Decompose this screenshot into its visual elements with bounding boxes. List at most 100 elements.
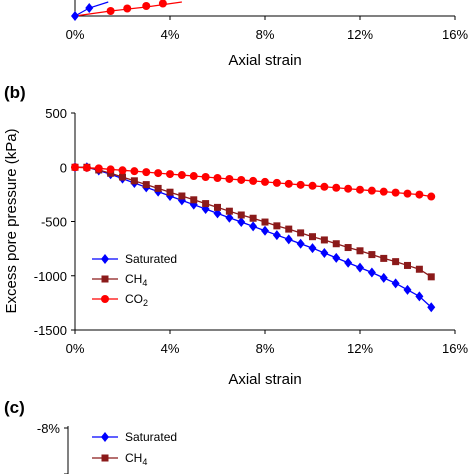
panel-b-x-tick-label: 0% (66, 341, 85, 356)
panel-b-co2-point (344, 184, 353, 193)
panel-a-saturated-point (71, 11, 79, 21)
panel-b-saturated-line (75, 166, 432, 308)
panel-a-x-tick-label: 8% (256, 27, 275, 42)
panel-b-co2-point (142, 168, 151, 177)
panel-b-co2-point (130, 167, 139, 176)
panel-b-saturated-point (249, 221, 258, 232)
panel-b-y-tick-label: 500 (45, 106, 67, 121)
panel-a-x-tick-label: 4% (161, 27, 180, 42)
panel-b-ch4-point (249, 214, 257, 222)
panel-b-co2-point (320, 182, 329, 191)
panel-a-x-axis-title: Axial strain (228, 52, 301, 69)
panel-b-co2-point (332, 183, 341, 192)
panel-a-co2-point (123, 4, 132, 13)
panel-b-ch4-point (142, 181, 150, 189)
panel-b-ch4-point (415, 265, 423, 273)
panel-b-ch4-point (130, 177, 138, 185)
panel-b-ch4-point (190, 196, 198, 204)
panel-b-ch4-point (392, 258, 400, 266)
panel-b-ch4-point (119, 173, 126, 181)
panel-b: (b) Excess pore pressure (kPa) 0% 4% 8% 12%… (3, 83, 468, 388)
panel-b-co2-point (261, 177, 269, 186)
panel-b-co2-point (166, 170, 174, 179)
panel-b-ch4-point (344, 244, 352, 252)
panel-b-saturated-point (237, 217, 246, 228)
panel-b-saturated-point (415, 291, 424, 302)
panel-b-y-tick-label: 0 (60, 160, 67, 175)
panel-b-co2-point (308, 181, 317, 190)
panel-b-co2-point (356, 185, 364, 194)
panel-b-x-axis-title: Axial strain (228, 371, 301, 388)
panel-b-ch4-point (404, 261, 411, 269)
panel-b-ch4-point (332, 240, 340, 248)
panel-b-ch4-point (356, 247, 364, 255)
panel-a-co2-point (106, 7, 115, 15)
panel-b-ch4-point (225, 207, 233, 215)
panel-b-ch4-point (202, 200, 210, 208)
panel-b-saturated-point (356, 262, 364, 273)
panel-b-co2-point (379, 187, 388, 196)
panel-b-x-tick-label: 4% (161, 341, 180, 356)
panel-b-saturated-point (367, 267, 376, 278)
panel-b-co2-point (367, 186, 376, 195)
panel-b-saturated-point (332, 252, 341, 263)
panel-b-co2-point (427, 192, 436, 201)
panel-b-legend-ch4-label: CH4 (125, 272, 147, 288)
panel-b-saturated-point (391, 278, 400, 289)
panel-b-ch4-point (154, 184, 162, 192)
panel-b-ch4-point (166, 188, 174, 196)
panel-b-co2-point (249, 176, 258, 185)
panel-b-co2-point (189, 172, 198, 181)
panel-b-ch4-point (427, 273, 435, 281)
panel-a: 0% 4% 8% 12% 16% Axial strain (66, 0, 468, 69)
panel-b-saturated-point (225, 212, 234, 223)
panel-b-saturated-point (320, 247, 329, 258)
panel-b-saturated-point (296, 238, 305, 249)
panel-b-co2-point (296, 180, 305, 189)
panel-b-ch4-point (368, 251, 376, 259)
panel-b-label: (b) (4, 83, 26, 102)
panel-b-co2-point (415, 190, 424, 199)
panel-b-co2-point (177, 171, 186, 180)
panel-b-ch4-point (309, 233, 316, 241)
panel-b-saturated-point (427, 302, 436, 313)
panel-c-legend: Saturated CH4 (92, 430, 177, 467)
panel-b-co2-point (391, 188, 400, 197)
panel-a-saturated-point (85, 3, 94, 13)
panel-b-y-tick-label: -500 (41, 215, 67, 230)
panel-a-x-tick-label: 12% (347, 27, 373, 42)
panel-a-x-tick-label: 16% (442, 27, 468, 42)
panel-b-co2-point (154, 169, 163, 178)
panel-c: (c) -8% Saturated CH4 (4, 398, 177, 474)
panel-b-x-tick-label: 16% (442, 341, 468, 356)
panel-b-legend: Saturated CH4 CO2 (92, 252, 177, 308)
panel-b-co2-point (403, 189, 412, 198)
panel-b-legend-saturated-marker (101, 254, 109, 264)
panel-b-y-tick-label: -1000 (34, 269, 67, 284)
panel-a-co2-point (142, 2, 151, 10)
panel-b-y-axis-title: Excess pore pressure (kPa) (3, 128, 20, 313)
panel-b-co2-point (201, 173, 210, 182)
panel-b-ch4-point (178, 192, 186, 200)
panel-c-label: (c) (4, 398, 25, 417)
panel-b-saturated-point (261, 225, 269, 236)
panel-c-y-tick-label: -8% (37, 421, 61, 436)
panel-c-legend-saturated-label: Saturated (125, 430, 177, 444)
panel-b-co2-point (94, 164, 103, 173)
panel-b-ch4-point (237, 211, 245, 219)
panel-a-x-tick-label: 0% (66, 27, 85, 42)
panel-b-legend-saturated-label: Saturated (125, 252, 177, 266)
panel-b-saturated-point (403, 284, 412, 295)
panel-b-co2-point (118, 166, 127, 175)
panel-b-co2-point (272, 178, 281, 187)
panel-b-co2-point (82, 163, 91, 172)
panel-b-ch4-point (380, 254, 388, 262)
panel-b-co2-point (225, 174, 234, 183)
panel-b-legend-co2-label: CO2 (125, 292, 148, 308)
panel-b-ch4-point (261, 218, 269, 226)
panel-b-ch4-point (285, 225, 293, 233)
panel-b-saturated-point (344, 257, 353, 268)
panel-b-y-tick-label: -1500 (34, 323, 67, 338)
panel-b-legend-ch4-marker (101, 275, 109, 283)
panel-b-co2-point (284, 179, 293, 188)
